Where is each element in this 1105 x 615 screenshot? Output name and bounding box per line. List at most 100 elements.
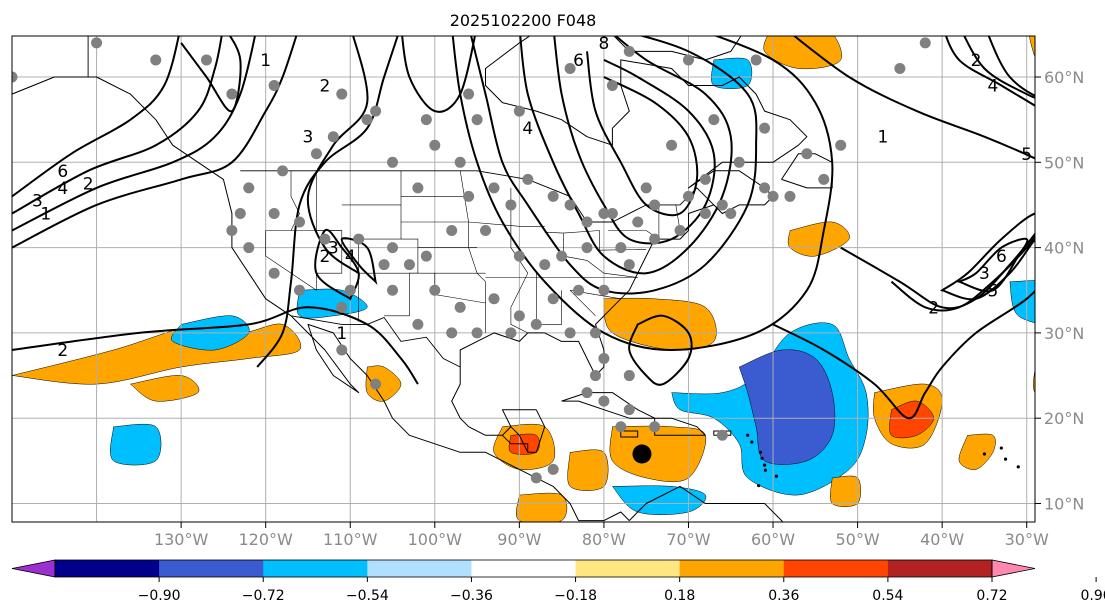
station-dot	[666, 139, 678, 151]
country-boundary	[502, 434, 529, 453]
station-dot	[454, 301, 466, 313]
island-outline	[763, 468, 768, 472]
island-outline	[999, 446, 1003, 450]
station-dot	[370, 105, 382, 117]
station-dot	[725, 207, 737, 219]
station-dot	[387, 284, 399, 296]
contour-line-24	[180, 36, 242, 113]
station-dot	[471, 327, 483, 339]
contour-label-4: 6	[57, 162, 68, 182]
contour-label-18: 4	[987, 77, 998, 97]
contour-label-1: 2	[83, 175, 94, 195]
station-dot	[615, 421, 627, 433]
lat-tick-label: 60°N	[1044, 68, 1084, 87]
station-dot	[463, 190, 475, 202]
station-dot	[277, 165, 289, 177]
station-dot	[268, 80, 280, 92]
shaded-region-15	[889, 400, 934, 439]
contour-line-19	[890, 235, 1035, 312]
coastline	[451, 367, 512, 436]
storm-marker-layer	[632, 444, 652, 464]
station-dot	[547, 293, 559, 305]
shaded-region-20	[516, 492, 568, 522]
station-dot	[894, 62, 906, 74]
contour-line-16	[963, 36, 1035, 99]
colorbar-bin	[575, 560, 681, 577]
coastline	[620, 430, 639, 438]
contour-line-21	[956, 237, 1029, 293]
contour-line-15	[987, 36, 1035, 97]
country-boundary	[290, 315, 461, 368]
lon-tick-label: 30°W	[1005, 530, 1049, 549]
station-dot	[581, 387, 593, 399]
contour-line-1	[12, 36, 256, 232]
state-boundary	[599, 230, 647, 251]
graticule-layer	[12, 36, 1035, 522]
colorbar-bin	[471, 560, 577, 577]
station-dot	[750, 54, 762, 66]
contour-label-15: 8	[599, 34, 610, 54]
station-dot	[632, 216, 644, 228]
contour-label-12: 2	[57, 341, 68, 361]
colorbar-tick-label: 0.36	[768, 588, 799, 604]
station-dot	[387, 156, 399, 168]
station-dot	[589, 370, 601, 382]
contour-label-20: 6	[1089, 68, 1100, 88]
contour-label-5: 1	[260, 51, 271, 71]
station-dot	[564, 62, 576, 74]
colorbar-tick-label: 0.90	[1081, 588, 1105, 604]
shaded-region-21	[763, 36, 842, 70]
station-dot	[319, 233, 331, 245]
lon-tick-label: 90°W	[497, 530, 541, 549]
contour-line-14	[792, 36, 1035, 160]
lon-tick-label: 50°W	[836, 530, 880, 549]
colorbar-tick-label: −0.18	[554, 588, 597, 604]
station-dot	[420, 250, 432, 262]
shaded-region-2	[129, 375, 200, 402]
station-dot	[564, 199, 576, 211]
contour-line-25	[401, 36, 476, 113]
station-dot	[412, 182, 424, 194]
station-dot	[243, 242, 255, 254]
station-dot	[759, 182, 771, 194]
station-dot	[759, 122, 771, 134]
station-dot	[640, 182, 652, 194]
contour-line-11	[553, 36, 716, 245]
contour-label-17: 2	[971, 51, 982, 71]
station-dot	[454, 156, 466, 168]
lon-tick-label: 100°W	[408, 530, 463, 549]
station-dot	[387, 242, 399, 254]
colorbar-tick-label: −0.54	[346, 588, 389, 604]
contour-line-5	[306, 36, 369, 275]
contour-label-0: 1	[40, 204, 51, 224]
station-dot	[513, 310, 525, 322]
contour-line-8	[12, 306, 419, 385]
station-dot	[598, 284, 610, 296]
shaded-region-19	[567, 449, 609, 491]
colorbar-bin	[263, 560, 368, 577]
colorbar-tick-label: 0.54	[872, 588, 903, 604]
colorbar-tick-label: −0.36	[450, 588, 493, 604]
contour-label-19: 5	[1021, 145, 1032, 165]
station-dot	[564, 327, 576, 339]
station-dot	[344, 284, 356, 296]
lon-tick-label: 120°W	[239, 530, 294, 549]
colorbar-bin	[159, 560, 264, 577]
contour-line-0	[12, 36, 298, 249]
lon-tick-label: 130°W	[154, 530, 209, 549]
station-dot	[200, 54, 212, 66]
station-dot	[429, 284, 441, 296]
station-dot	[674, 225, 686, 237]
station-dot	[623, 259, 635, 271]
contour-label-22: 3	[979, 264, 990, 284]
colorbar: −0.90 −0.72 −0.54 −0.36 −0.18 0.18 0.36 0.54 0.7…	[11, 559, 1105, 604]
coastline	[628, 485, 784, 522]
station-dot	[12, 71, 18, 83]
station-dot	[581, 216, 593, 228]
island-outline	[982, 452, 987, 456]
contour-line-3	[12, 36, 180, 198]
station-markers-layer	[12, 37, 931, 484]
station-dot	[530, 318, 542, 330]
contour-label-24: 6	[996, 247, 1007, 267]
